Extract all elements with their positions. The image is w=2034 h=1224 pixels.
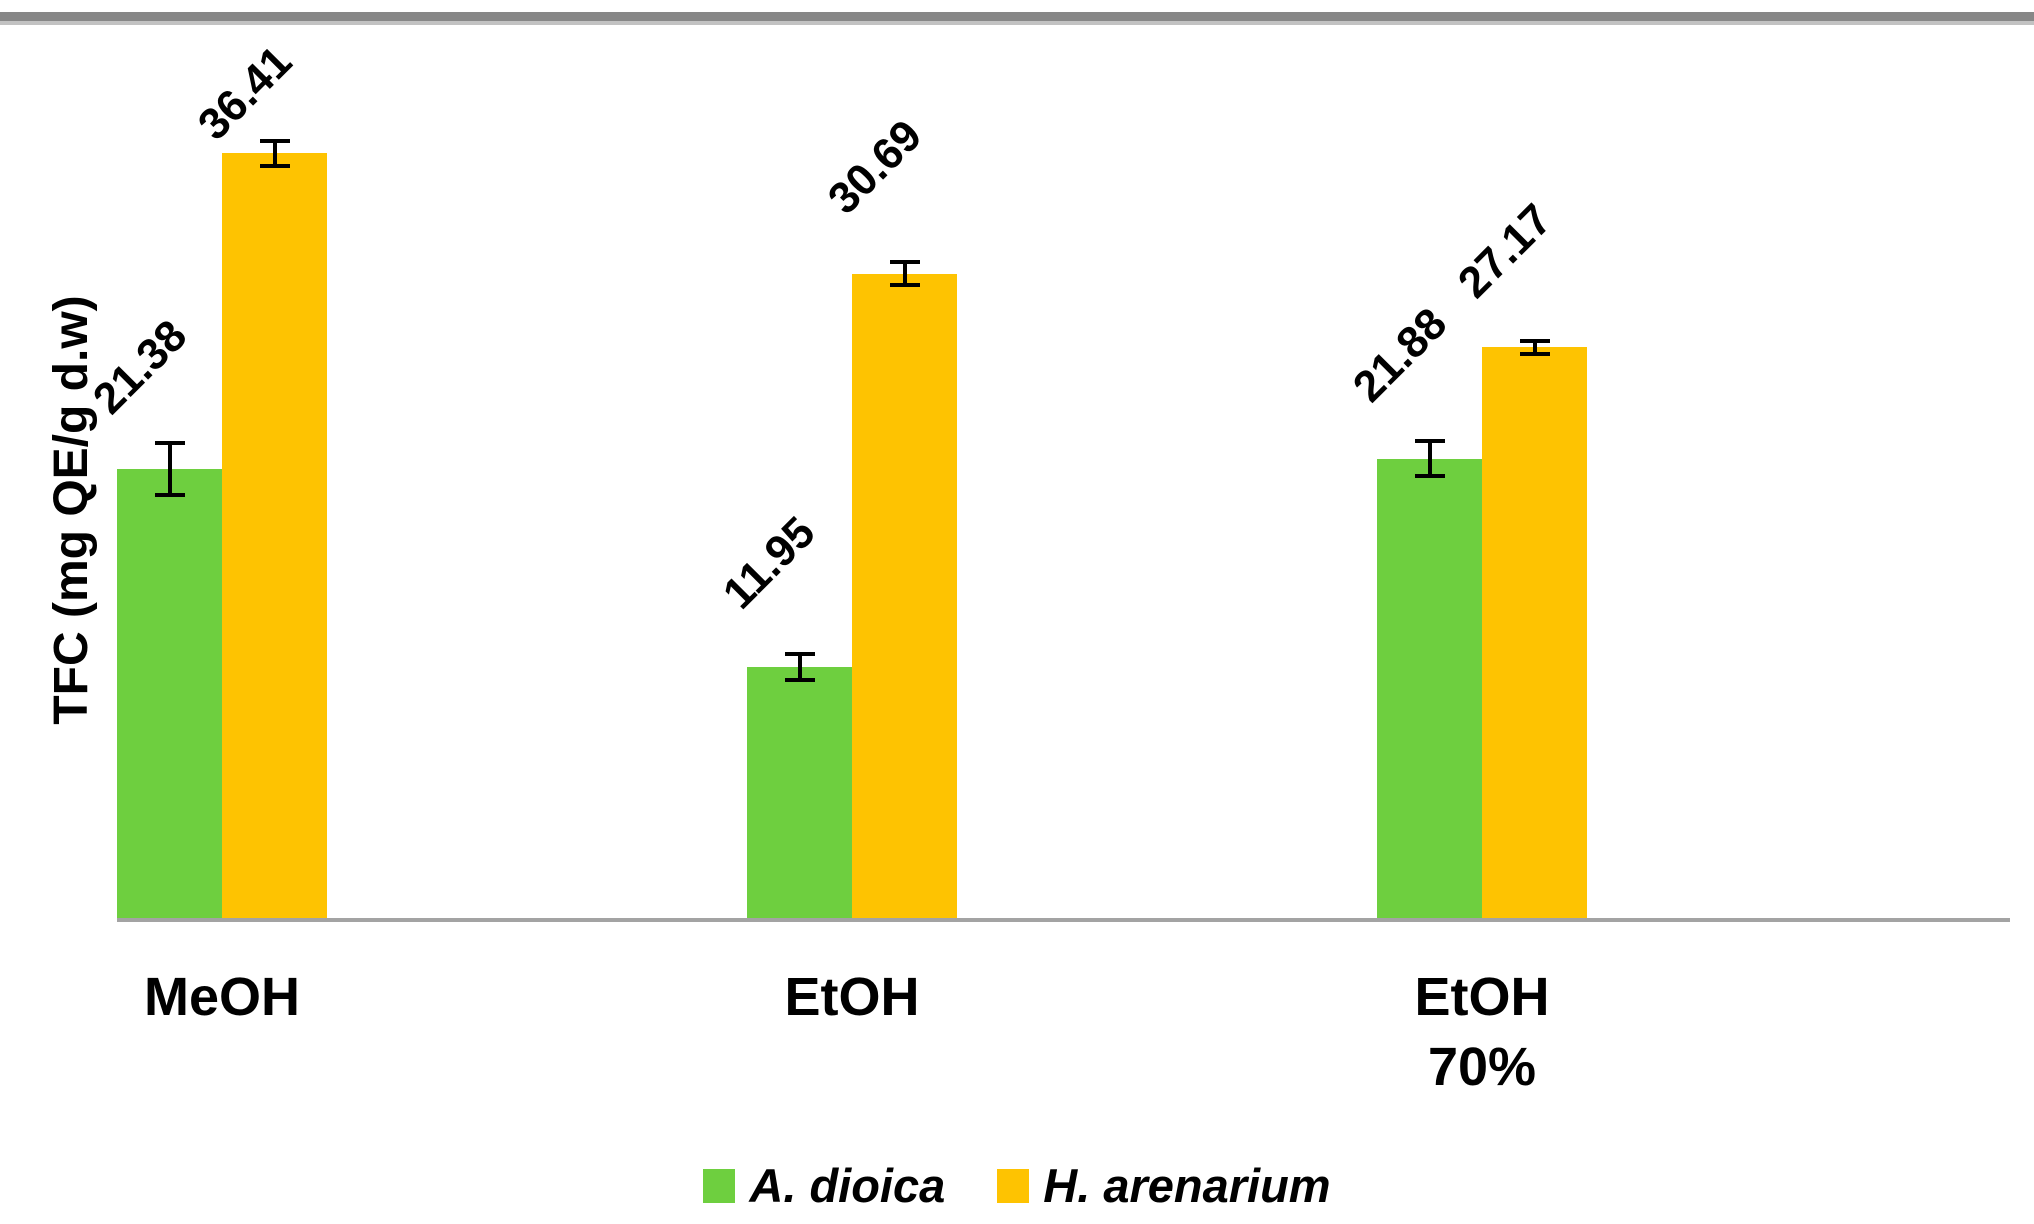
top-border-highlight [0, 21, 2034, 25]
legend-swatch [703, 1169, 736, 1203]
bar-h-arenarium-1 [222, 153, 327, 918]
bar-a-dioica-2 [747, 667, 852, 918]
bar-a-dioica-1 [117, 469, 222, 918]
error-bar-cap-bottom [1519, 351, 1550, 356]
data-label: 27.17 [1448, 195, 1562, 308]
legend-label: H. arenarium [1043, 1159, 1331, 1212]
bar-a-dioica-3 [1377, 458, 1482, 918]
error-bar-cap-top [154, 440, 185, 445]
error-bar-cap-top [889, 259, 920, 264]
error-bar-cap-top [259, 138, 290, 143]
error-bar-cap-bottom [1414, 474, 1445, 479]
error-bar-line [902, 261, 907, 286]
x-category-label: EtOH 70% [1282, 962, 1682, 1102]
x-category-label-line: EtOH [784, 967, 920, 1027]
data-label: 21.88 [1343, 298, 1457, 411]
error-bar-cap-top [1414, 438, 1445, 443]
error-bar-line [272, 140, 277, 166]
legend-item: H. arenarium [997, 1159, 1331, 1212]
error-bar-cap-bottom [889, 283, 920, 288]
x-axis-line [117, 918, 2010, 922]
legend: A. dioica H. arenarium [0, 1156, 2034, 1216]
x-category-label: EtOH [652, 962, 1052, 1032]
top-border-bar [0, 12, 2034, 25]
data-label: 36.41 [188, 37, 302, 150]
legend-item: A. dioica [703, 1160, 945, 1212]
error-bar-cap-bottom [784, 677, 815, 682]
legend-swatch [997, 1169, 1030, 1203]
x-category-label-line: EtOH [1414, 967, 1550, 1027]
x-category-label-line: MeOH [143, 967, 300, 1027]
error-bar-line [1532, 341, 1537, 354]
data-label: 30.69 [818, 110, 932, 223]
error-bar-line [797, 654, 802, 680]
bar-h-arenarium-3 [1482, 347, 1587, 918]
error-bar-cap-bottom [259, 163, 290, 168]
data-label: 11.95 [713, 507, 825, 619]
x-category-label-line: 70% [1427, 1037, 1537, 1097]
error-bar-line [1427, 440, 1432, 477]
legend-label: A. dioica [749, 1159, 946, 1212]
error-bar-cap-bottom [154, 493, 185, 498]
error-bar-cap-top [1519, 339, 1550, 344]
error-bar-line [167, 442, 172, 496]
x-category-label: MeOH [22, 962, 422, 1032]
data-label: 21.38 [83, 310, 197, 424]
bar-h-arenarium-2 [852, 273, 957, 918]
error-bar-cap-top [784, 652, 815, 657]
